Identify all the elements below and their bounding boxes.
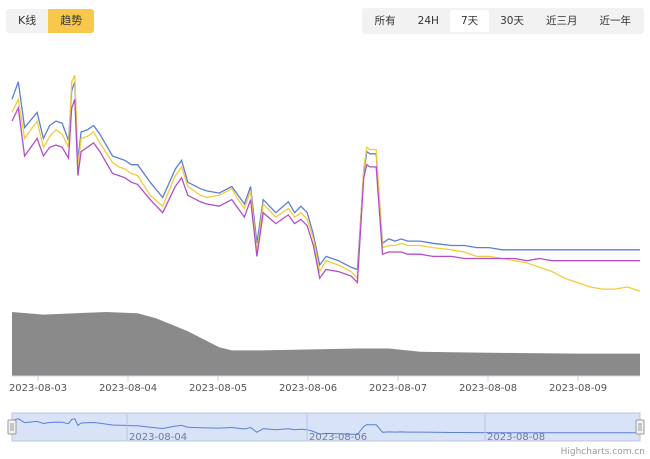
navigator-tick-label: 2023-08-04 bbox=[129, 432, 187, 443]
price-lines bbox=[11, 75, 641, 292]
range-30d-button[interactable]: 30天 bbox=[500, 15, 524, 27]
x-tick-label: 2023-08-03 bbox=[9, 383, 67, 394]
range-24h-button[interactable]: 24H bbox=[417, 15, 439, 27]
navigator-mask bbox=[11, 412, 641, 442]
x-axis: 2023-08-03 2023-08-04 2023-08-05 2023-08-06… bbox=[9, 376, 607, 394]
volume-area-shape bbox=[12, 312, 640, 376]
credit-text: Highcharts.com.cn bbox=[561, 447, 645, 457]
tab-kline[interactable]: K线 bbox=[6, 9, 49, 33]
tab-trend[interactable]: 趋势 bbox=[48, 9, 95, 33]
x-tick-label: 2023-08-07 bbox=[369, 383, 427, 394]
series-line-purple bbox=[11, 99, 640, 285]
x-tick-label: 2023-08-04 bbox=[99, 383, 157, 394]
navigator-handle-right[interactable] bbox=[635, 419, 645, 435]
series-line-yellow bbox=[11, 75, 641, 292]
series-line-blue bbox=[11, 81, 640, 271]
range-3m-button[interactable]: 近三月 bbox=[546, 15, 578, 27]
x-tick-label: 2023-08-09 bbox=[549, 383, 607, 394]
navigator-tick-label: 2023-08-08 bbox=[487, 432, 545, 443]
navigator-series-line bbox=[11, 418, 640, 436]
navigator-tick-label: 2023-08-06 bbox=[309, 432, 367, 443]
volume-area bbox=[12, 312, 640, 377]
range-all-button[interactable]: 所有 bbox=[374, 15, 396, 27]
x-tick-label: 2023-08-05 bbox=[189, 383, 247, 394]
x-tick-label: 2023-08-08 bbox=[459, 383, 517, 394]
chart-type-tabs: K线 趋势 bbox=[6, 9, 95, 33]
range-1y-button[interactable]: 近一年 bbox=[599, 15, 632, 27]
range-selector: 所有 24H 7天 30天 近三月 近一年 bbox=[361, 8, 644, 34]
x-tick-label: 2023-08-06 bbox=[279, 383, 337, 394]
navigator: 2023-08-04 2023-08-06 2023-08-08 bbox=[7, 412, 645, 443]
navigator-handle-left[interactable] bbox=[7, 419, 17, 435]
range-7d-button[interactable]: 7天 bbox=[449, 10, 490, 32]
